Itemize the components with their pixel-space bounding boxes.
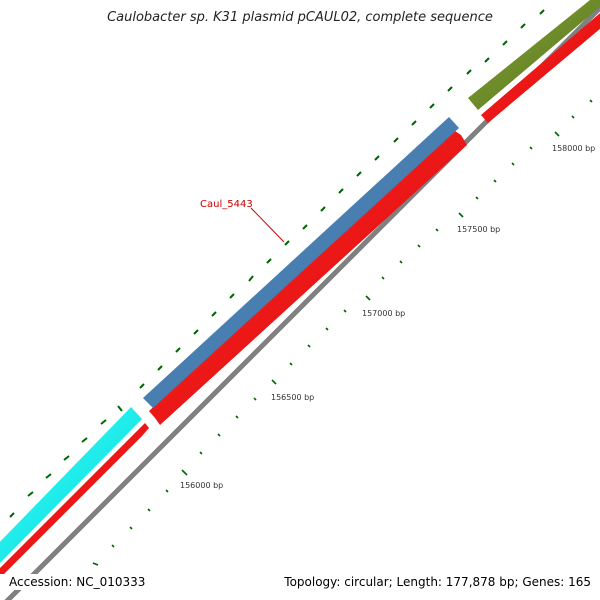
accession-label: Accession: NC_010333 <box>0 574 150 590</box>
gene-block-green[interactable] <box>468 0 600 110</box>
cds-arrow[interactable] <box>0 423 149 588</box>
map-title: Caulobacter sp. K31 plasmid pCAUL02, com… <box>107 10 493 25</box>
gene-block-blue-caul-5443[interactable] <box>143 117 459 408</box>
outer-features <box>0 0 600 563</box>
outer-ticks <box>9 9 545 518</box>
summary-label: Topology: circular; Length: 177,878 bp; … <box>280 574 600 590</box>
gene-block-cyan[interactable] <box>0 407 142 563</box>
tick-label: 158000 bp <box>552 144 595 153</box>
tick-label: 156000 bp <box>180 481 223 490</box>
tick-label: 157000 bp <box>362 309 405 318</box>
tick-label: 157500 bp <box>457 225 500 234</box>
gene-label-caul-5443[interactable]: Caul_5443 <box>200 199 253 210</box>
cds-arrow[interactable] <box>481 0 600 123</box>
tick-label: 156500 bp <box>271 393 314 402</box>
ruler-labels: 156000 bp 156500 bp 157000 bp 157500 bp … <box>180 144 595 490</box>
ruler-ticks <box>92 99 593 566</box>
gene-label-leader <box>250 207 285 243</box>
cds-arrow[interactable] <box>149 131 467 425</box>
